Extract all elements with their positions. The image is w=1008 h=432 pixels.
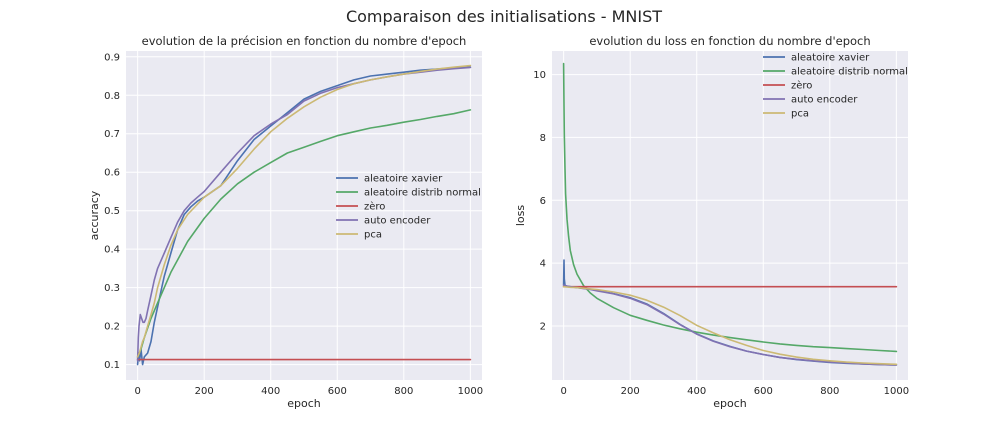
- x-tick-label: 800: [394, 386, 413, 397]
- y-tick-label: 10: [533, 70, 546, 81]
- x-tick-label: 600: [328, 386, 347, 397]
- x-tick-label: 600: [754, 386, 773, 397]
- accuracy-chart-panel: 0 200 400 600 800 1000 0.1 0.2 0.3 0.4 0.5 0.6 0.7 0.…: [88, 34, 483, 410]
- series-line-pca: [136, 64, 472, 358]
- accuracy-y-axis-label: accuracy: [88, 190, 101, 240]
- y-tick-label: 0.3: [104, 283, 120, 294]
- legend-label: zèro: [364, 201, 385, 213]
- y-tick-label: 0.5: [104, 206, 120, 217]
- series-line-aleatoire-distrib-normal: [136, 109, 472, 358]
- x-tick-label: 1000: [458, 386, 483, 397]
- accuracy-gridlines: [126, 51, 482, 380]
- x-tick-label: 0: [134, 386, 140, 397]
- y-tick-label: 0.6: [104, 168, 120, 179]
- y-tick-label: 4: [540, 259, 546, 270]
- x-tick-label: 400: [687, 386, 706, 397]
- legend-label: pca: [791, 109, 809, 120]
- accuracy-chart-title: evolution de la précision en fonction du…: [142, 34, 467, 48]
- loss-series-group: [562, 62, 898, 366]
- series-line-aleatoire-xavier: [136, 66, 472, 366]
- y-tick-label: 0.9: [104, 52, 120, 63]
- accuracy-series-group: [136, 64, 472, 366]
- loss-y-axis-label: loss: [514, 205, 527, 227]
- legend-label: auto encoder: [364, 216, 431, 227]
- x-tick-label: 0: [560, 386, 566, 397]
- figure-suptitle: Comparaison des initialisations - MNIST: [346, 7, 662, 26]
- legend-label: auto encoder: [791, 95, 858, 106]
- loss-plot-area: [552, 51, 908, 380]
- y-tick-label: 2: [540, 321, 546, 332]
- y-tick-label: 0.4: [104, 245, 120, 256]
- legend-label: aleatoire distrib normal: [791, 67, 908, 78]
- x-tick-label: 1000: [884, 386, 909, 397]
- accuracy-plot-area: [126, 51, 482, 380]
- y-tick-label: 6: [540, 196, 546, 207]
- series-line-pca: [562, 285, 898, 366]
- loss-x-axis-label: epoch: [713, 397, 747, 410]
- legend-label: aleatoire distrib normal: [364, 188, 481, 199]
- loss-gridlines: [552, 51, 908, 380]
- y-tick-label: 0.7: [104, 129, 120, 140]
- series-line-aleatoire-distrib-normal: [562, 62, 898, 353]
- y-tick-label: 0.2: [104, 322, 120, 333]
- x-tick-label: 800: [820, 386, 839, 397]
- x-tick-label: 400: [261, 386, 280, 397]
- x-tick-label: 200: [195, 386, 214, 397]
- legend-label: zèro: [791, 80, 812, 92]
- accuracy-x-axis-label: epoch: [287, 397, 321, 410]
- loss-legend: aleatoire xavier aleatoire distrib normal…: [763, 53, 908, 120]
- accuracy-legend: aleatoire xavier aleatoire distrib normal…: [336, 174, 481, 241]
- y-tick-label: 8: [540, 133, 546, 144]
- legend-label: aleatoire xavier: [791, 53, 870, 64]
- x-tick-label: 200: [621, 386, 640, 397]
- y-tick-label: 0.8: [104, 91, 120, 102]
- legend-label: pca: [364, 230, 382, 241]
- legend-label: aleatoire xavier: [364, 174, 443, 185]
- y-tick-label: 0.1: [104, 360, 120, 371]
- loss-chart-panel: 0 200 400 600 800 1000 2 4 6 8 10 evolution du loss…: [514, 34, 909, 410]
- loss-chart-title: evolution du loss en fonction du nombre …: [589, 34, 870, 48]
